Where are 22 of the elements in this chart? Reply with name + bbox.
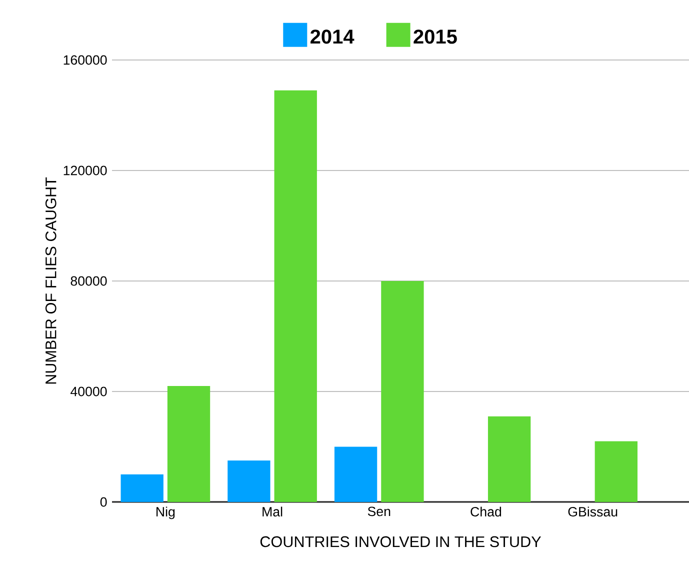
y-tick-label: 0 [100,497,107,507]
bar [167,386,210,502]
y-axis-title: NUMBER OF FLIES CAUGHT [45,177,56,384]
legend-label: 2015 [414,30,457,44]
bar [120,474,164,502]
x-tick-label: Chad [470,506,502,516]
bar [381,280,424,502]
y-tick-label: 120000 [64,166,107,176]
x-tick-label: Mal [262,506,282,516]
x-tick-label: Sen [368,506,390,516]
bar [274,90,317,502]
bar [228,460,270,502]
y-tick-label: 40000 [70,386,107,396]
bar [334,446,378,502]
legend-label: 2014 [310,30,354,44]
y-tick-label: 80000 [70,276,107,286]
x-tick-label: Nig [156,506,175,520]
bar [488,416,531,502]
bar [594,441,638,502]
x-axis-title: COUNTRIES INVOLVED IN THE STUDY [260,536,542,548]
y-tick-label: 160000 [64,55,107,65]
x-tick-label: GBissau [568,506,618,516]
